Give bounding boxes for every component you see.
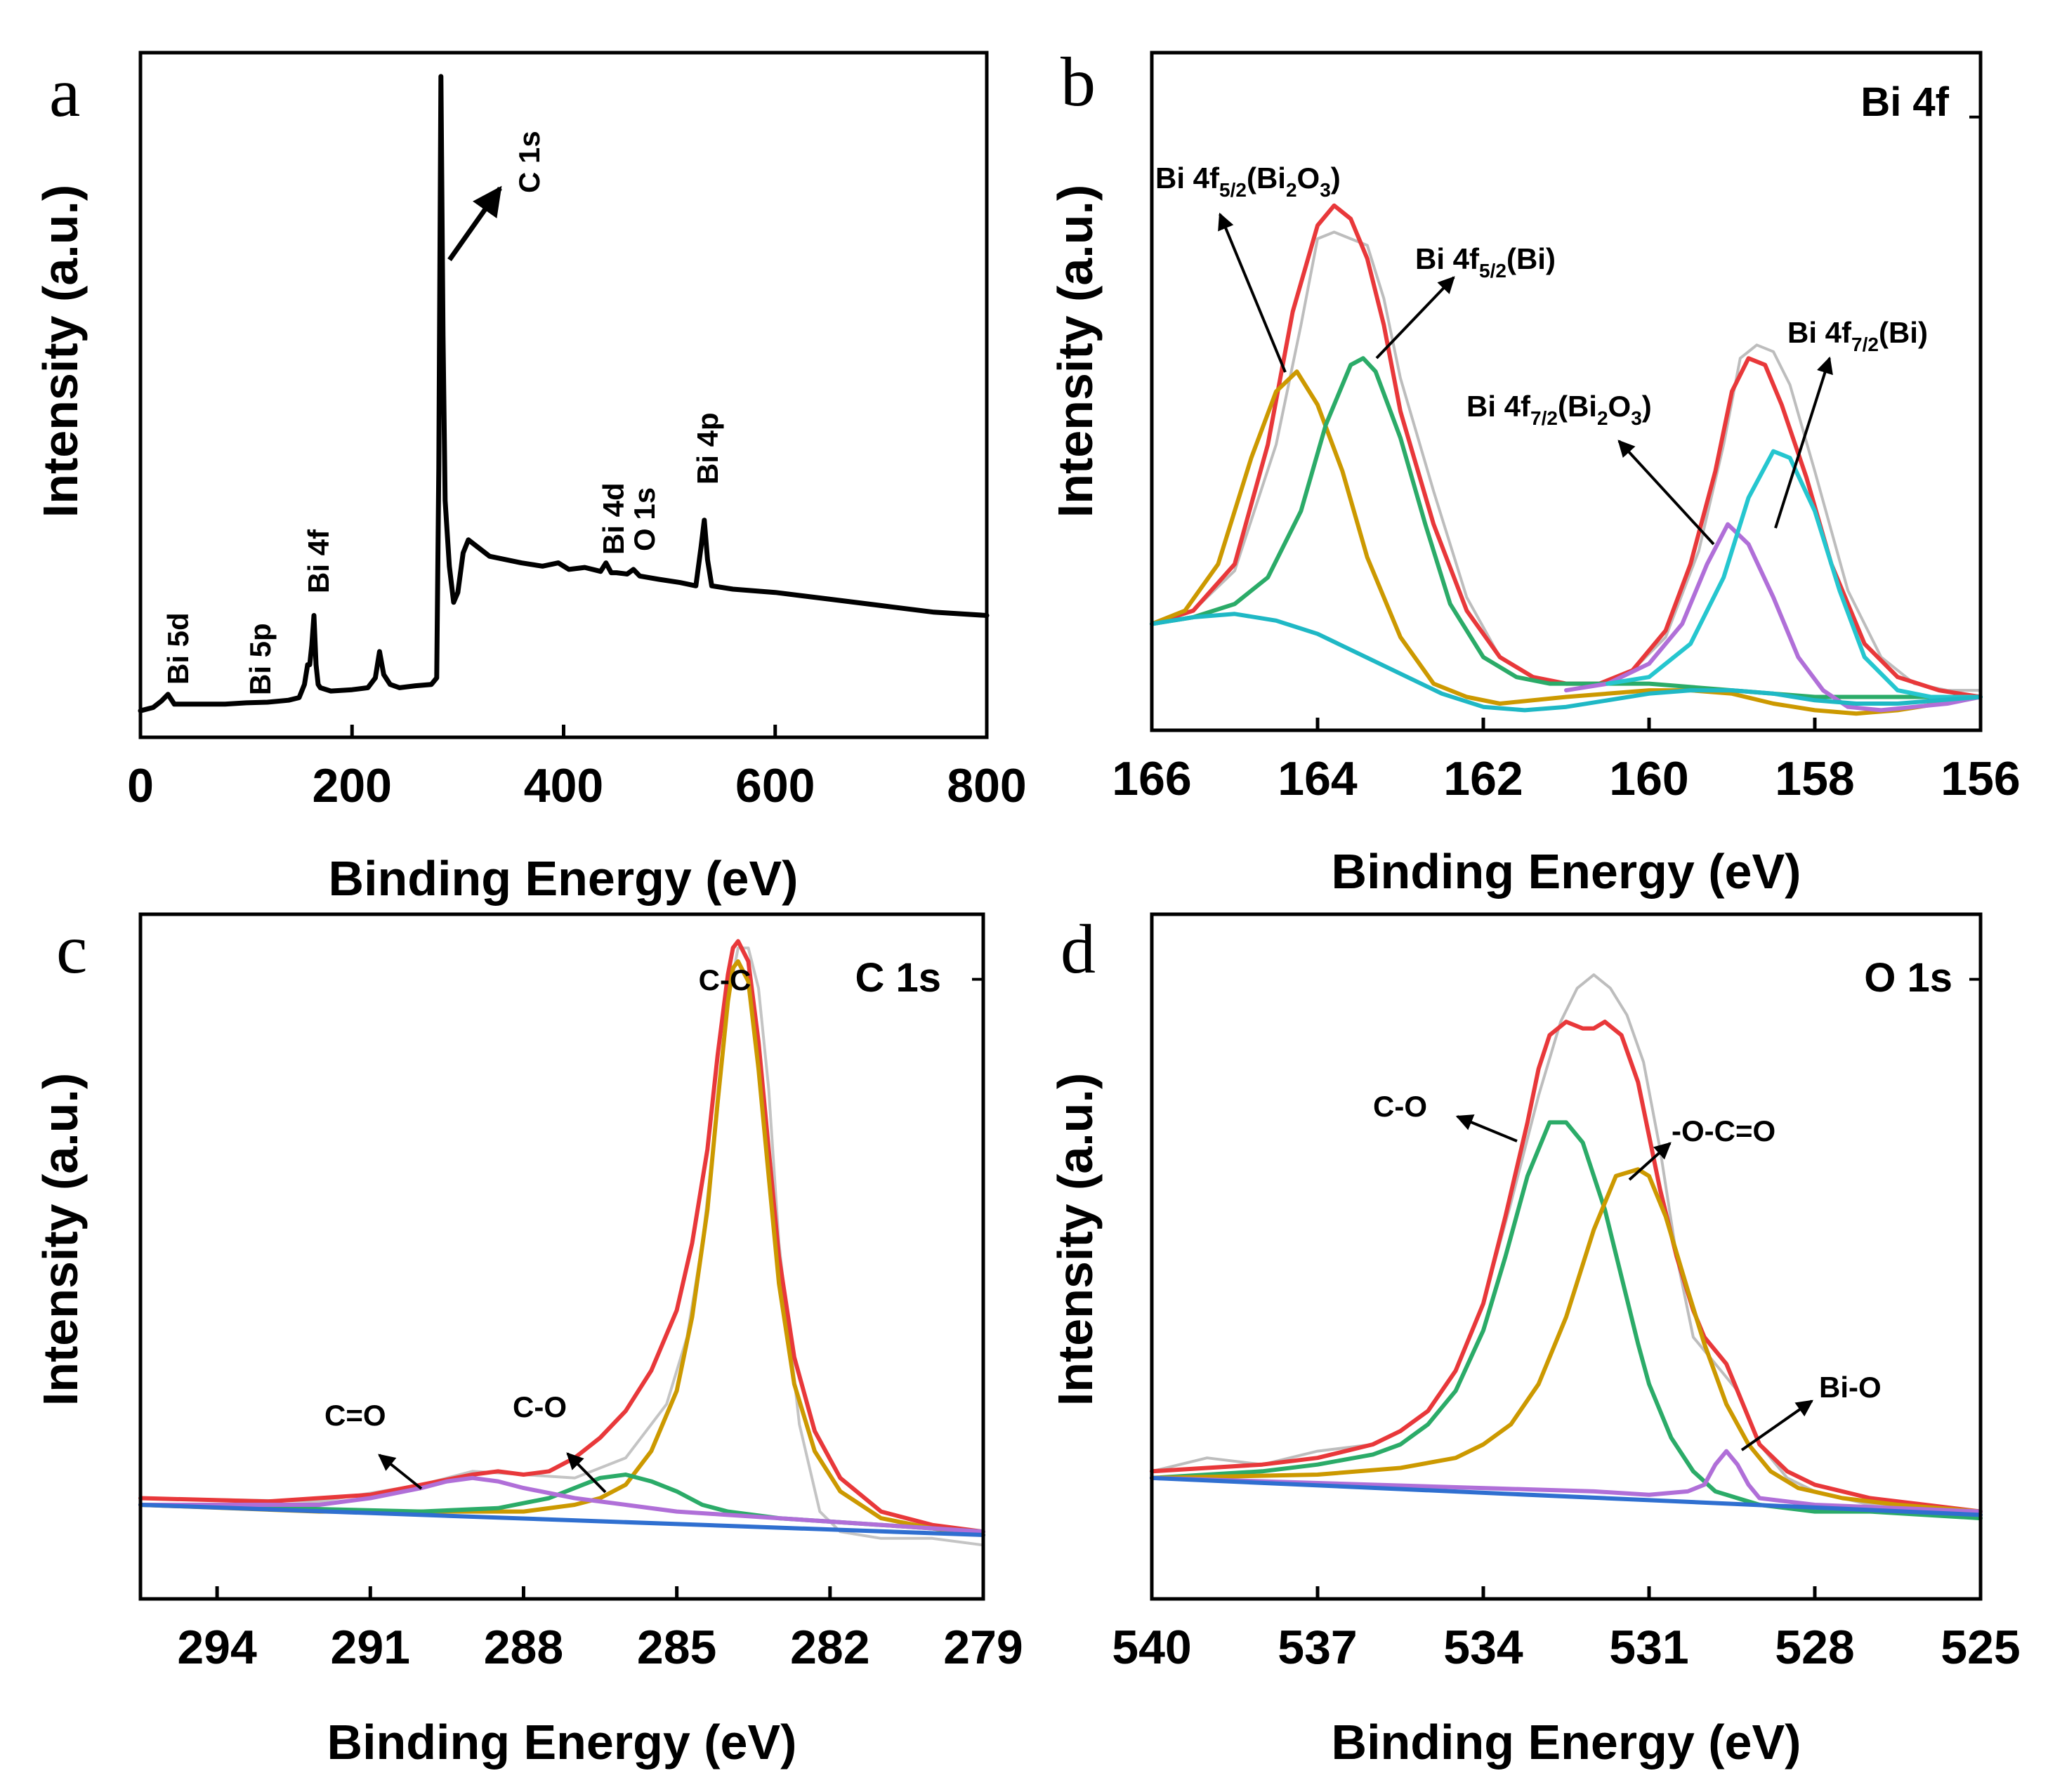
panel-c-xtick-label: 285 [637,1621,716,1674]
panel-b-plot: 166 164 162 160 158 156 [1112,115,2021,805]
panel-c-xtick-label: 294 [177,1621,257,1674]
panel-b-series-bi-4f5-2-bi2o3 [1150,369,1983,716]
panel-d-xlabel: Binding Energy (eV) [1332,1715,1801,1770]
annotation-bi-5p: Bi 5p [244,623,277,695]
annotation-c-1s: C 1s [513,131,546,193]
arrow-bi4f52-bi2o3 [1218,212,1287,373]
panel-d-xtick-label: 528 [1775,1621,1854,1674]
annotation-bi-4d: Bi 4d [597,482,630,555]
arrow-c-1s [447,185,502,262]
panel-c-series-background [138,1503,985,1537]
panel-c-xtick-label: 291 [331,1621,410,1674]
panel-b-xtick-label: 156 [1941,752,2020,805]
annotation-bi4f52-bi: Bi 4f5/2(Bi) [1415,242,1556,282]
annotation-o-1s: O 1s [628,487,661,551]
panel-a-xtick-label: 400 [524,759,603,812]
panel-b-letter: b [1061,43,1096,121]
panel-d-series-bi-o [1150,1449,1983,1514]
panel-d-xtick-label: 531 [1609,1621,1688,1674]
panel-c-xtick-label: 279 [943,1621,1023,1674]
annotation-bi-4f: Bi 4f [302,529,335,593]
panel-b-xlabel: Binding Energy (eV) [1332,844,1801,899]
panel-d-frame [1150,912,1983,1601]
panel-d-series-background [1150,1475,1983,1517]
panel-a-xtick-label: 0 [127,759,154,812]
panel-a-xlabel: Binding Energy (eV) [329,851,799,906]
panel-b-xtick-label: 162 [1443,752,1523,805]
panel-b-xtick-label: 164 [1278,752,1358,805]
arrow-bi4f72-bi2o3 [1617,440,1715,546]
panel-d-ylabel: Intensity (a.u.) [1048,1073,1103,1406]
arrow-d-c-o [1455,1114,1518,1142]
arrow-bi4f72-bi [1774,356,1833,529]
panel-a-frame [138,51,989,739]
panel-c-series-raw [139,947,985,1547]
arrow-c-o [566,1452,607,1494]
panel-b-series-background [1150,612,1983,713]
panel-b-series-bi-4f7-2-bi [1606,449,1983,699]
annotation-bi4f72-bi: Bi 4f7/2(Bi) [1787,316,1928,355]
arrow-d-bi-o [1740,1399,1813,1451]
panel-a-ylabel: Intensity (a.u.) [33,185,88,518]
panel-b: b Intensity (a.u.) 166 164 162 160 158 156 Bi… [1048,43,2021,899]
panel-b-ylabel: Intensity (a.u.) [1048,185,1103,518]
panel-d-series-envelope [1150,1020,1983,1514]
panel-c-xlabel: Binding Energy (eV) [327,1715,797,1770]
panel-c-title: C 1s [855,955,941,1001]
panel-a: a Intensity (a.u.) 0 200 400 600 800 Binding… [33,51,1027,906]
panel-d-xtick-label: 540 [1112,1621,1191,1674]
panel-a-xtick-label: 200 [313,759,392,812]
annotation-c-o: C-O [513,1390,567,1423]
annotation-bi-5d: Bi 5d [162,612,195,685]
annotation-bi-4p: Bi 4p [691,412,724,485]
annotation-c-c: C-C [699,963,751,996]
panel-c-series-c-c [138,959,985,1537]
panel-c-series-c-o [138,1475,985,1534]
panel-c: c Intensity (a.u.) 294 291 288 285 282 279 Bi… [33,910,1023,1770]
panel-c-xtick-label: 288 [484,1621,563,1674]
panel-c-plot: 294 291 288 285 282 279 [138,939,1023,1674]
panel-b-xtick-label: 158 [1775,752,1854,805]
panel-c-frame [138,912,985,1601]
panel-d-plot: 540 537 534 531 528 525 [1112,973,2021,1674]
arrow-bi4f52-bi [1375,276,1455,360]
panel-d-letter: d [1061,910,1096,988]
panel-c-series-envelope [138,939,985,1534]
panel-b-series-bi-4f5-2-bi [1150,356,1983,699]
annotation-d-c-o: C-O [1373,1090,1427,1123]
panel-c-ylabel: Intensity (a.u.) [33,1073,88,1406]
panel-d-series-o-c-o [1150,1167,1983,1514]
panel-d-xtick-label: 525 [1941,1621,2020,1674]
panel-a-xtick-label: 600 [735,759,815,812]
panel-d-xtick-label: 537 [1278,1621,1357,1674]
panel-b-xtick-label: 160 [1609,752,1688,805]
panel-d-title: O 1s [1864,955,1952,1001]
panel-b-series-envelope [1150,203,1983,699]
panel-c-xtick-label: 282 [790,1621,869,1674]
panel-a-series-survey-spectrum [138,74,990,713]
annotation-d-bi-o: Bi-O [1819,1371,1882,1404]
panel-a-letter: a [49,53,80,131]
panel-b-series-bi-4f7-2-bi2o3 [1564,522,1983,713]
panel-b-xtick-label: 166 [1112,752,1191,805]
panel-a-plot: 0 200 400 600 800 [127,74,1027,812]
panel-d-xtick-label: 534 [1443,1621,1523,1674]
panel-d: d Intensity (a.u.) 540 537 534 531 528 525 Bi… [1048,910,2021,1770]
annotation-bi4f52-bi2o3: Bi 4f5/2(Bi2O3) [1155,162,1341,201]
panel-b-title: Bi 4f [1860,79,1949,125]
annotation-c-eq-o: C=O [324,1399,386,1432]
panel-b-frame [1150,51,1983,732]
arrow-c-eq-o [378,1454,423,1490]
arrow-d-o-c-eq-o [1628,1142,1672,1181]
panel-c-letter: c [56,910,87,988]
panel-d-series-raw [1150,973,1982,1520]
panel-a-xtick-label: 800 [947,759,1026,812]
annotation-d-o-c-eq-o: -O-C=O [1672,1114,1775,1147]
annotation-bi4f72-bi2o3: Bi 4f7/2(Bi2O3) [1466,390,1652,429]
